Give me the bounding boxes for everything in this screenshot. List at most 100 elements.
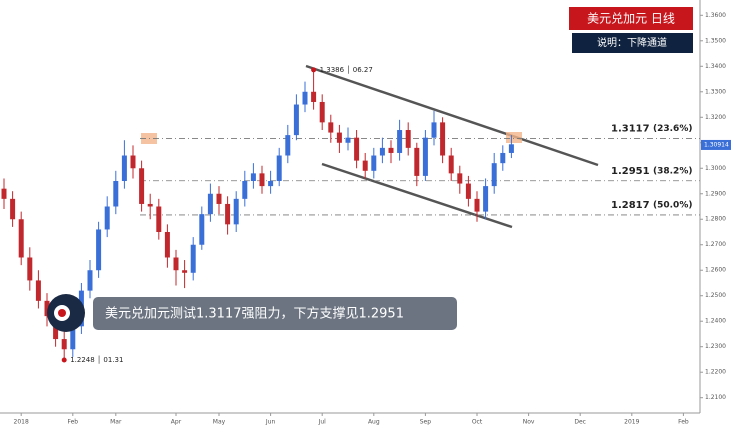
extreme-date: 01.31: [103, 356, 123, 364]
y-tick-label: 1.2300: [705, 343, 726, 350]
x-tick-label: Jun: [265, 419, 276, 426]
y-tick-label: 1.3600: [705, 12, 726, 19]
channel-lower: [321, 162, 513, 229]
candle-body: [173, 257, 179, 271]
candle-body: [35, 280, 41, 301]
candle-body: [10, 198, 16, 220]
x-tick-label: May: [213, 419, 226, 426]
candle-body: [216, 193, 222, 204]
y-tick-label: 1.3400: [705, 63, 726, 70]
y-tick-label: 1.3000: [705, 165, 726, 172]
candle-body: [139, 168, 145, 204]
candle-body: [491, 163, 497, 187]
y-tick-label: 1.2700: [705, 241, 726, 248]
last-price-box: [701, 139, 731, 150]
x-tick-label: Sep: [420, 419, 432, 426]
x-tick-label: Oct: [472, 419, 483, 426]
candle-body: [250, 173, 256, 182]
x-tick-label: Dec: [574, 419, 586, 426]
channel-upper: [305, 64, 599, 167]
candle-body: [508, 144, 514, 153]
candle-body: [500, 152, 506, 164]
candle-body: [18, 219, 24, 258]
candle-body: [70, 326, 76, 350]
plot: 1.2100 1.2200 1.2300 1.2400 1.2500 1.2600 1.27…: [1, 12, 731, 426]
candle-body: [293, 104, 299, 136]
last-price: 1.30914: [704, 141, 729, 148]
y-tick-label: 1.2900: [705, 190, 726, 197]
candle-body: [448, 155, 454, 174]
callout-box: [93, 297, 457, 330]
candle-body: [422, 137, 428, 176]
candle-body: [431, 122, 437, 138]
level-value: 1.2951: [611, 166, 650, 177]
candle-body: [336, 132, 342, 143]
candle-body: [302, 91, 308, 105]
level-pct: (23.6%): [653, 124, 692, 134]
y-tick-label: 1.2200: [705, 369, 726, 376]
level-pct: (50.0%): [653, 200, 692, 210]
candle-body: [147, 203, 153, 207]
candle-body: [328, 122, 334, 133]
extreme-value: 1.3386: [320, 66, 345, 74]
icon-dot: [58, 309, 66, 317]
candle-body: [199, 214, 205, 245]
candle-body: [397, 130, 403, 153]
candle-body: [440, 122, 446, 156]
x-tick-label: 2019: [624, 419, 639, 426]
candle-body: [190, 244, 196, 273]
candle-body: [104, 206, 110, 230]
candle-body: [362, 160, 368, 171]
candle-body: [182, 270, 188, 273]
y-tick-label: 1.2100: [705, 394, 726, 401]
separator: │: [344, 65, 353, 74]
candle-body: [233, 198, 239, 225]
candle-body: [113, 181, 119, 207]
x-tick-label: 2018: [14, 419, 29, 426]
candle-body: [457, 173, 463, 184]
candle-body: [130, 155, 136, 169]
candle-body: [268, 181, 274, 187]
candle-body: [87, 270, 93, 291]
candle-body: [242, 181, 248, 199]
x-tick-label: Apr: [171, 419, 182, 426]
y-tick-label: 1.2800: [705, 216, 726, 223]
highlight: [506, 132, 522, 143]
extreme-label: 1.3386 │ 06.27: [320, 65, 373, 74]
y-tick-label: 1.3200: [705, 114, 726, 121]
y-tick-label: 1.2500: [705, 292, 726, 299]
level-value: 1.2817: [611, 200, 650, 211]
level-pct: (38.2%): [653, 166, 692, 176]
candle-body: [345, 137, 351, 143]
extreme-dot: [311, 67, 317, 73]
title-box: [569, 7, 693, 30]
candle-body: [164, 231, 170, 258]
candle-body: [414, 147, 420, 176]
extreme-dot: [61, 357, 67, 363]
extreme-date: 06.27: [353, 66, 373, 74]
x-tick-label: Mar: [110, 419, 122, 426]
candle-body: [465, 183, 471, 199]
candle-body: [379, 147, 385, 156]
chart-title: 美元兑加元 日线: [587, 12, 675, 26]
candle-body: [96, 229, 102, 271]
x-tick-label: Feb: [678, 419, 689, 426]
candle-body: [225, 203, 231, 225]
candle-body: [388, 147, 394, 153]
candle-body: [474, 198, 480, 212]
y-tick-label: 1.3300: [705, 88, 726, 95]
candle-body: [276, 155, 282, 182]
y-tick-label: 1.3500: [705, 37, 726, 44]
chart-subtitle: 说明：下降通道: [597, 36, 667, 49]
candle-body: [259, 173, 265, 187]
candle-body: [207, 193, 213, 215]
separator: │: [95, 355, 104, 364]
extreme-label: 1.2248 │ 01.31: [70, 355, 123, 364]
x-tick-label: Feb: [67, 419, 78, 426]
candle-body: [27, 257, 33, 281]
x-tick-label: Jul: [318, 419, 327, 426]
candle-body: [61, 339, 67, 350]
callout: 美元兑加元测试1.3117强阻力，下方支撑见1.2951: [105, 306, 404, 322]
candle-body: [156, 206, 162, 232]
